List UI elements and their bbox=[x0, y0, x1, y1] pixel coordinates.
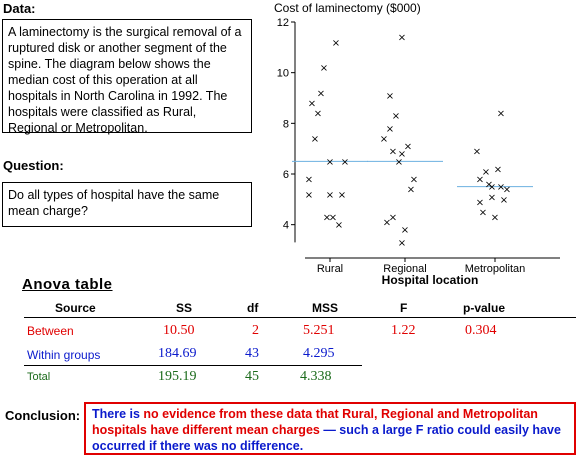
header-pvalue: p-value bbox=[463, 301, 506, 315]
data-point: × bbox=[491, 213, 499, 224]
table-rule-total bbox=[24, 365, 362, 366]
within-df: 43 bbox=[245, 346, 259, 361]
data-point: × bbox=[305, 190, 313, 201]
conclusion-part3: — such a large F ratio could easily have… bbox=[92, 423, 561, 453]
header-mss: MSS bbox=[312, 301, 339, 315]
data-point: × bbox=[404, 142, 412, 153]
within-mss: 4.295 bbox=[303, 346, 335, 361]
data-point: × bbox=[305, 175, 313, 186]
table-rule-top bbox=[24, 317, 576, 318]
total-mss: 4.338 bbox=[300, 369, 332, 384]
data-point: × bbox=[497, 109, 505, 120]
data-point: × bbox=[389, 213, 397, 224]
y-tick-label: 10 bbox=[277, 68, 289, 80]
data-point: × bbox=[341, 157, 349, 168]
x-tick-label: Regional bbox=[383, 263, 426, 275]
x-axis-label: Hospital location bbox=[382, 273, 479, 287]
data-point: × bbox=[476, 175, 484, 186]
within-ss: 184.69 bbox=[158, 346, 197, 361]
data-point: × bbox=[482, 167, 490, 178]
data-point: × bbox=[503, 185, 511, 196]
data-point: × bbox=[329, 213, 337, 224]
data-point: × bbox=[326, 157, 334, 168]
data-point: × bbox=[395, 157, 403, 168]
data-point: × bbox=[380, 134, 388, 145]
data-point: × bbox=[473, 147, 481, 158]
conclusion-part1: There is bbox=[92, 407, 144, 421]
header-f: F bbox=[400, 301, 408, 315]
data-point: × bbox=[392, 111, 400, 122]
data-description-box: A laminectomy is the surgical removal of… bbox=[2, 19, 252, 135]
data-point: × bbox=[410, 175, 418, 186]
data-point: × bbox=[317, 88, 325, 99]
data-point: × bbox=[494, 164, 502, 175]
y-tick-label: 4 bbox=[283, 220, 289, 232]
question-label: Question: bbox=[3, 158, 64, 173]
data-point: × bbox=[500, 195, 508, 206]
conclusion-box: There is no evidence from these data tha… bbox=[84, 402, 576, 455]
data-point: × bbox=[488, 192, 496, 203]
conclusion-label: Conclusion: bbox=[5, 408, 81, 423]
data-point: × bbox=[401, 225, 409, 236]
data-label: Data: bbox=[3, 1, 36, 16]
data-point: × bbox=[497, 182, 505, 193]
data-point: × bbox=[479, 208, 487, 219]
between-pvalue: 0.304 bbox=[465, 323, 497, 338]
data-point: × bbox=[383, 218, 391, 229]
data-point: × bbox=[311, 134, 319, 145]
between-ss: 10.50 bbox=[163, 323, 195, 338]
header-ss: SS bbox=[176, 301, 193, 315]
data-point: × bbox=[398, 33, 406, 44]
data-point: × bbox=[386, 124, 394, 135]
between-df: 2 bbox=[252, 323, 259, 338]
between-f: 1.22 bbox=[391, 323, 416, 338]
chart-title: Cost of laminectomy ($000) bbox=[274, 1, 421, 15]
question-box: Do all types of hospital have the same m… bbox=[2, 182, 252, 227]
y-tick-label: 6 bbox=[283, 169, 289, 181]
data-point: × bbox=[335, 220, 343, 231]
data-point: × bbox=[389, 147, 397, 158]
data-point: × bbox=[326, 190, 334, 201]
anova-title: Anova table bbox=[22, 276, 113, 293]
y-tick-label: 8 bbox=[283, 118, 289, 130]
data-point: × bbox=[476, 197, 484, 208]
data-point: × bbox=[332, 38, 340, 49]
data-point: × bbox=[320, 63, 328, 74]
conclusion-part2: no evidence from these data that Rural, … bbox=[92, 407, 538, 437]
total-df: 45 bbox=[245, 369, 259, 384]
data-point: × bbox=[407, 185, 415, 196]
anova-title-text: Anova table bbox=[22, 276, 113, 293]
y-tick-label: 12 bbox=[277, 17, 289, 29]
x-tick-label: Rural bbox=[317, 263, 343, 275]
data-point: × bbox=[488, 182, 496, 193]
data-point: × bbox=[485, 180, 493, 191]
data-point: × bbox=[398, 238, 406, 249]
data-point: × bbox=[338, 190, 346, 201]
total-source: Total bbox=[27, 371, 51, 383]
within-source: Within groups bbox=[27, 348, 101, 362]
data-point: × bbox=[398, 149, 406, 160]
x-tick-label: Metropolitan bbox=[465, 263, 526, 275]
data-point: × bbox=[386, 91, 394, 102]
between-source: Between bbox=[27, 324, 74, 338]
data-point: × bbox=[308, 99, 316, 110]
data-point: × bbox=[323, 213, 331, 224]
data-point: × bbox=[314, 109, 322, 120]
header-source: Source bbox=[55, 301, 96, 315]
header-df: df bbox=[247, 301, 259, 315]
total-ss: 195.19 bbox=[158, 369, 197, 384]
between-mss: 5.251 bbox=[303, 323, 335, 338]
cost-dot-plot: Cost of laminectomy ($000) 4 6 8 10 12 Rural R… bbox=[274, 1, 560, 287]
